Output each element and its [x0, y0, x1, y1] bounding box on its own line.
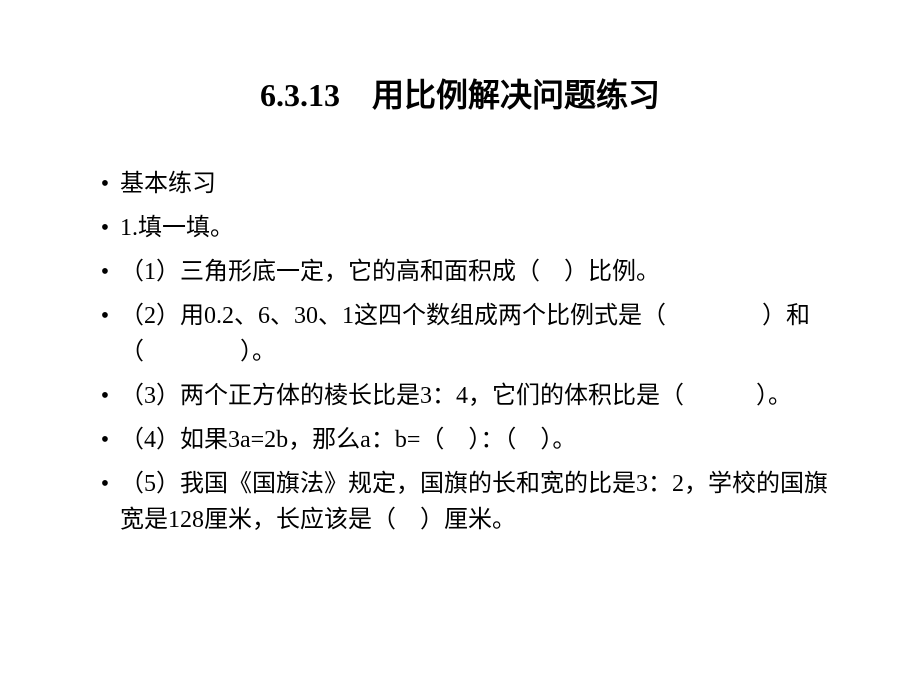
item-text: （3）两个正方体的棱长比是3：4，它们的体积比是（ ）。 [120, 378, 840, 414]
item-text: 1.填一填。 [120, 210, 840, 246]
slide-title: 6.3.13 用比例解决问题练习 [80, 70, 840, 116]
item-text: （5）我国《国旗法》规定，国旗的长和宽的比是3：2，学校的国旗宽是128厘米，长… [120, 466, 840, 538]
list-item: • （3）两个正方体的棱长比是3：4，它们的体积比是（ ）。 [90, 378, 840, 414]
bullet-icon: • [90, 422, 120, 458]
list-item: • 1.填一填。 [90, 210, 840, 246]
item-text: （1）三角形底一定，它的高和面积成（ ）比例。 [120, 254, 840, 290]
list-item: • 基本练习 [90, 166, 840, 202]
slide-container: 6.3.13 用比例解决问题练习 • 基本练习 • 1.填一填。 • （1）三角… [0, 0, 920, 690]
list-item: • （4）如果3a=2b，那么a：b=（ ）：（ ）。 [90, 422, 840, 458]
content-area: • 基本练习 • 1.填一填。 • （1）三角形底一定，它的高和面积成（ ）比例… [80, 166, 840, 538]
list-item: • （5）我国《国旗法》规定，国旗的长和宽的比是3：2，学校的国旗宽是128厘米… [90, 466, 840, 538]
bullet-icon: • [90, 298, 120, 334]
list-item: • （1）三角形底一定，它的高和面积成（ ）比例。 [90, 254, 840, 290]
bullet-icon: • [90, 378, 120, 414]
bullet-icon: • [90, 466, 120, 502]
item-text: （4）如果3a=2b，那么a：b=（ ）：（ ）。 [120, 422, 840, 458]
bullet-icon: • [90, 210, 120, 246]
bullet-icon: • [90, 254, 120, 290]
item-text: 基本练习 [120, 166, 840, 202]
bullet-icon: • [90, 166, 120, 202]
item-text: （2）用0.2、6、30、1这四个数组成两个比例式是（ ）和（ ）。 [120, 298, 840, 370]
list-item: • （2）用0.2、6、30、1这四个数组成两个比例式是（ ）和（ ）。 [90, 298, 840, 370]
